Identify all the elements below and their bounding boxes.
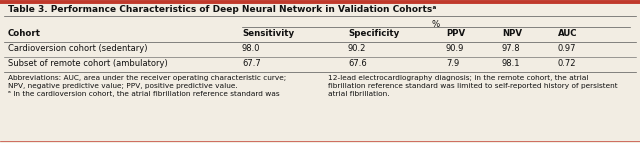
- Text: Sensitivity: Sensitivity: [242, 29, 294, 38]
- Text: 90.9: 90.9: [446, 44, 465, 53]
- Text: 0.72: 0.72: [558, 59, 577, 68]
- Text: 97.8: 97.8: [502, 44, 520, 53]
- Text: Subset of remote cohort (ambulatory): Subset of remote cohort (ambulatory): [8, 59, 168, 68]
- Text: 67.6: 67.6: [348, 59, 367, 68]
- Text: Cardioversion cohort (sedentary): Cardioversion cohort (sedentary): [8, 44, 147, 53]
- Text: Table 3. Performance Characteristics of Deep Neural Network in Validation Cohort: Table 3. Performance Characteristics of …: [8, 5, 436, 14]
- Text: 12-lead electrocardiography diagnosis; in the remote cohort, the atrial: 12-lead electrocardiography diagnosis; i…: [328, 75, 589, 81]
- Text: atrial fibrillation.: atrial fibrillation.: [328, 91, 390, 97]
- Text: ᵃ In the cardioversion cohort, the atrial fibrillation reference standard was: ᵃ In the cardioversion cohort, the atria…: [8, 91, 280, 97]
- Text: 90.2: 90.2: [348, 44, 366, 53]
- Text: AUC: AUC: [558, 29, 577, 38]
- Text: 98.1: 98.1: [502, 59, 520, 68]
- Text: 67.7: 67.7: [242, 59, 260, 68]
- Text: Cohort: Cohort: [8, 29, 41, 38]
- Text: NPV, negative predictive value; PPV, positive predictive value.: NPV, negative predictive value; PPV, pos…: [8, 83, 237, 89]
- Text: NPV: NPV: [502, 29, 522, 38]
- Text: fibrillation reference standard was limited to self-reported history of persiste: fibrillation reference standard was limi…: [328, 83, 618, 89]
- Text: Abbreviations: AUC, area under the receiver operating characteristic curve;: Abbreviations: AUC, area under the recei…: [8, 75, 286, 81]
- Text: 7.9: 7.9: [446, 59, 460, 68]
- Text: %: %: [432, 20, 440, 29]
- Text: PPV: PPV: [446, 29, 465, 38]
- Text: 0.97: 0.97: [558, 44, 577, 53]
- Text: Specificity: Specificity: [348, 29, 399, 38]
- Text: 98.0: 98.0: [242, 44, 260, 53]
